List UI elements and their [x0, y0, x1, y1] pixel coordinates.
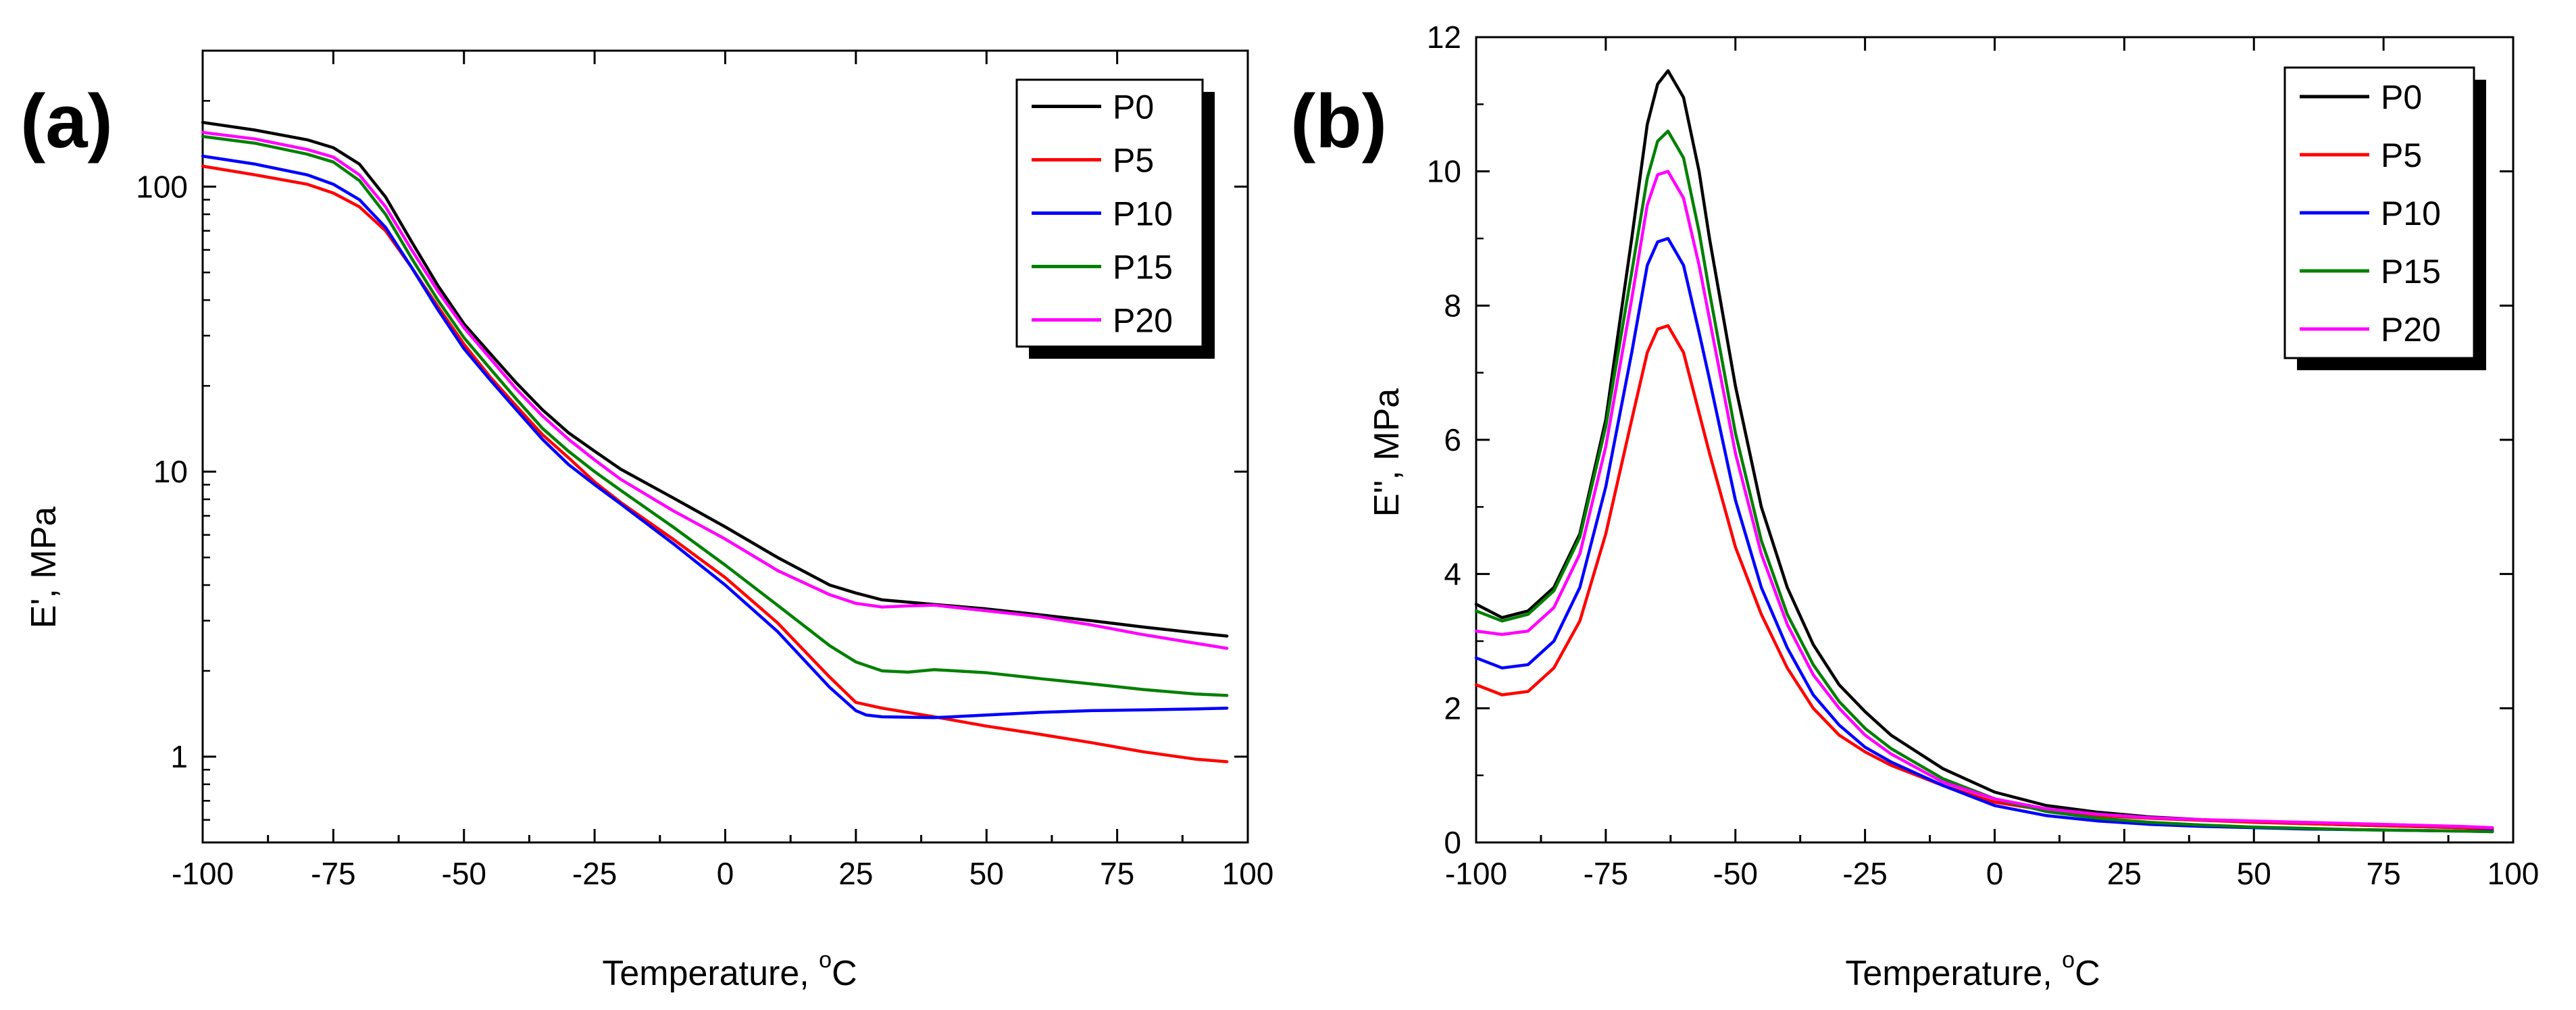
panel-a: (a) E', MPa Temperature, oC -100 -75 -50 -2… [20, 49, 1274, 993]
panel-b-x-tick-label: -50 [1713, 856, 1758, 891]
panel-b-x-tick-label: -75 [1584, 856, 1628, 891]
panel-b-legend-label-p15: P15 [2381, 253, 2441, 291]
panel-a-x-tick-label: 100 [1222, 856, 1274, 891]
panel-b-legend-label-p20: P20 [2381, 311, 2441, 349]
panel-b-legend-label-p0: P0 [2381, 78, 2422, 116]
panel-a-series-line-p5 [201, 164, 1229, 763]
panel-a-series-line-p10 [201, 154, 1229, 719]
panel-a-legend-label-p10: P10 [1113, 195, 1173, 233]
panel-b-x-tick-label: 25 [2107, 856, 2142, 891]
panel-a-series-line-p20 [201, 130, 1229, 650]
panel-a-legend-label-p15: P15 [1113, 249, 1173, 286]
panel-b-plot-area: -100 -75 -50 -25 0 25 50 75 100024681012P0P5P10P… [1427, 20, 2540, 891]
panel-a-legend: P0 P5 P10 P15 P20 [1015, 78, 1215, 359]
panel-b-series-line-p15 [1474, 129, 2494, 834]
panel-b-x-tick-label: 50 [2237, 856, 2271, 891]
panel-b-y-tick-label: 12 [1427, 20, 1461, 55]
panel-b-legend-label-p5: P5 [2381, 136, 2422, 174]
panel-a-x-tick-label: -75 [311, 856, 355, 891]
panel-b-y-axis-title: E'', MPa [1367, 388, 1407, 517]
panel-b-x-axis-title: Temperature, oC [1845, 947, 2100, 993]
panel-a-y-tick-label: 1 [170, 739, 188, 774]
panel-a-legend-label-p5: P5 [1113, 142, 1154, 180]
panel-b-series-line-p20 [1474, 170, 2494, 830]
panel-a-y-tick-label: 100 [136, 169, 188, 204]
panel-b-x-tick-label: -25 [1842, 856, 1887, 891]
panel-a-x-tick-label: 75 [1100, 856, 1134, 891]
panel-b-x-tick-label: 75 [2367, 856, 2401, 891]
panel-a-series-line-p15 [201, 134, 1229, 697]
panel-a-y-tick-label: 10 [153, 454, 188, 489]
panel-a-x-tick-label: -100 [172, 856, 234, 891]
panel-b-x-tick-label: 100 [2487, 856, 2540, 891]
panel-a-x-tick-label: 50 [969, 856, 1004, 891]
panel-b-y-tick-label: 8 [1444, 288, 1461, 323]
panel-a-legend-label-p20: P20 [1113, 302, 1173, 340]
panel-a-label: (a) [20, 79, 113, 163]
panel-b: (b) E'', MPa Temperature, oC -100 -75 -50 -… [1290, 20, 2539, 993]
panel-b-y-tick-label: 10 [1427, 154, 1461, 189]
panel-a-series-line-p0 [201, 120, 1229, 638]
panel-a-x-axis-title: Temperature, oC [602, 947, 857, 993]
panel-a-x-tick-label: 25 [838, 856, 873, 891]
panel-b-label: (b) [1290, 79, 1387, 163]
panel-a-x-tick-label: -25 [572, 856, 617, 891]
panel-b-x-tick-label: -100 [1445, 856, 1507, 891]
panel-a-legend-label-p0: P0 [1113, 89, 1154, 126]
panel-b-y-tick-label: 4 [1444, 557, 1461, 592]
panel-b-x-tick-label: 0 [1986, 856, 2004, 891]
panel-b-legend-label-p10: P10 [2381, 195, 2441, 232]
panel-b-legend: P0 P5 P10 P15 P20 [2283, 66, 2486, 370]
panel-b-series-line-p5 [1474, 324, 2494, 831]
panel-a-x-tick-label: -50 [442, 856, 486, 891]
panel-b-y-tick-label: 6 [1444, 422, 1461, 457]
panel-a-plot-area: -100 -75 -50 -25 0 25 50 75 100110100P0P5P10P15P… [136, 49, 1274, 891]
panel-a-x-tick-label: 0 [717, 856, 734, 891]
panel-b-y-tick-label: 2 [1444, 690, 1461, 726]
panel-a-y-axis-title: E', MPa [24, 507, 64, 629]
panel-b-y-tick-label: 0 [1444, 825, 1461, 860]
